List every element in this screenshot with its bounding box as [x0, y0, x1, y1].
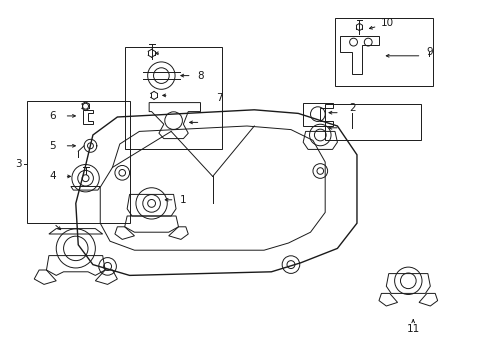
Text: 11: 11 — [406, 324, 419, 334]
Bar — [124, 47, 222, 149]
Bar — [325, 104, 420, 140]
Bar — [27, 101, 129, 223]
Text: 9: 9 — [425, 47, 432, 57]
Text: 2: 2 — [348, 103, 355, 113]
Text: 1: 1 — [180, 195, 186, 205]
Text: 5: 5 — [49, 141, 56, 151]
Bar — [334, 18, 432, 86]
Text: 6: 6 — [49, 111, 56, 121]
Text: 7: 7 — [215, 93, 222, 103]
Text: 4: 4 — [49, 171, 56, 181]
Text: 8: 8 — [197, 71, 203, 81]
Text: 10: 10 — [381, 18, 393, 28]
Text: 3: 3 — [15, 159, 22, 169]
